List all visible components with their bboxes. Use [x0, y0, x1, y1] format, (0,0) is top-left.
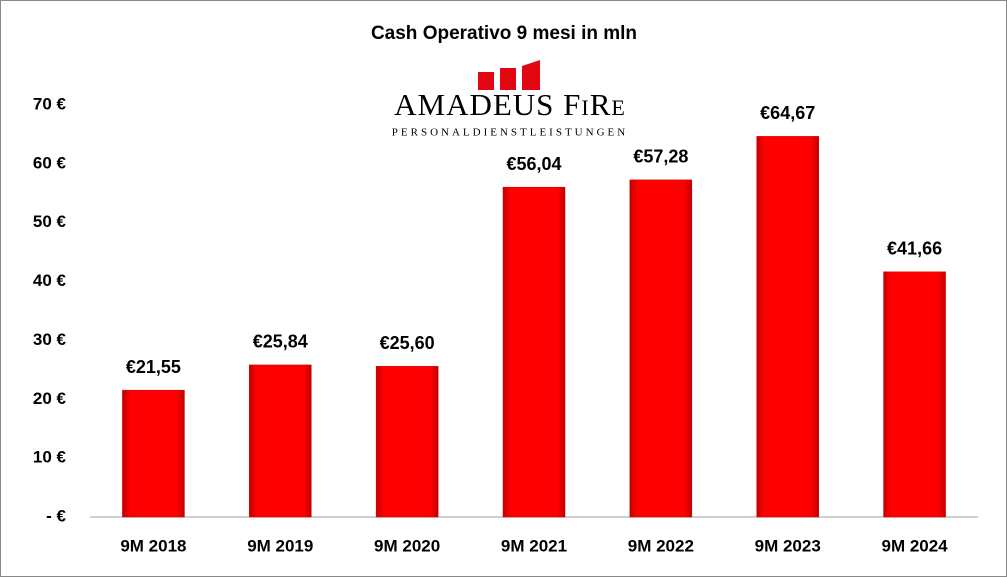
- x-tick-label: 9M 2022: [628, 536, 694, 555]
- logo-tagline: PERSONALDIENSTLEISTUNGEN: [392, 127, 628, 139]
- bar: [756, 136, 819, 518]
- x-tick-label: 9M 2020: [374, 536, 440, 555]
- x-tick-label: 9M 2018: [120, 536, 186, 555]
- y-tick-label: - €: [46, 506, 66, 525]
- y-tick-label: 50 €: [33, 212, 67, 231]
- value-label: €25,60: [380, 333, 435, 353]
- bar: [883, 271, 946, 518]
- logo-name: AMADEUS FiRe: [394, 87, 626, 122]
- y-tick-label: 70 €: [33, 94, 67, 113]
- chart-title: Cash Operativo 9 mesi in mln: [371, 23, 637, 44]
- bar: [249, 364, 312, 518]
- value-label: €56,04: [506, 154, 561, 174]
- x-tick-label: 9M 2021: [501, 536, 567, 555]
- bar: [375, 366, 439, 518]
- x-tick-label: 9M 2019: [247, 536, 313, 555]
- value-label: €25,84: [253, 332, 308, 352]
- bar: [122, 389, 185, 518]
- y-tick-label: 60 €: [33, 153, 67, 172]
- y-tick-label: 20 €: [33, 389, 67, 408]
- bar: [502, 186, 566, 518]
- y-tick-label: 10 €: [33, 448, 67, 467]
- value-label: €41,66: [887, 239, 942, 259]
- x-tick-label: 9M 2023: [755, 536, 821, 555]
- value-label: €21,55: [126, 357, 181, 377]
- y-tick-label: 30 €: [33, 330, 67, 349]
- x-tick-label: 9M 2024: [881, 536, 948, 555]
- value-label: €64,67: [760, 103, 815, 123]
- value-label: €57,28: [633, 147, 688, 167]
- logo-icon: [478, 60, 540, 90]
- bar: [629, 179, 693, 518]
- y-tick-label: 40 €: [33, 271, 67, 290]
